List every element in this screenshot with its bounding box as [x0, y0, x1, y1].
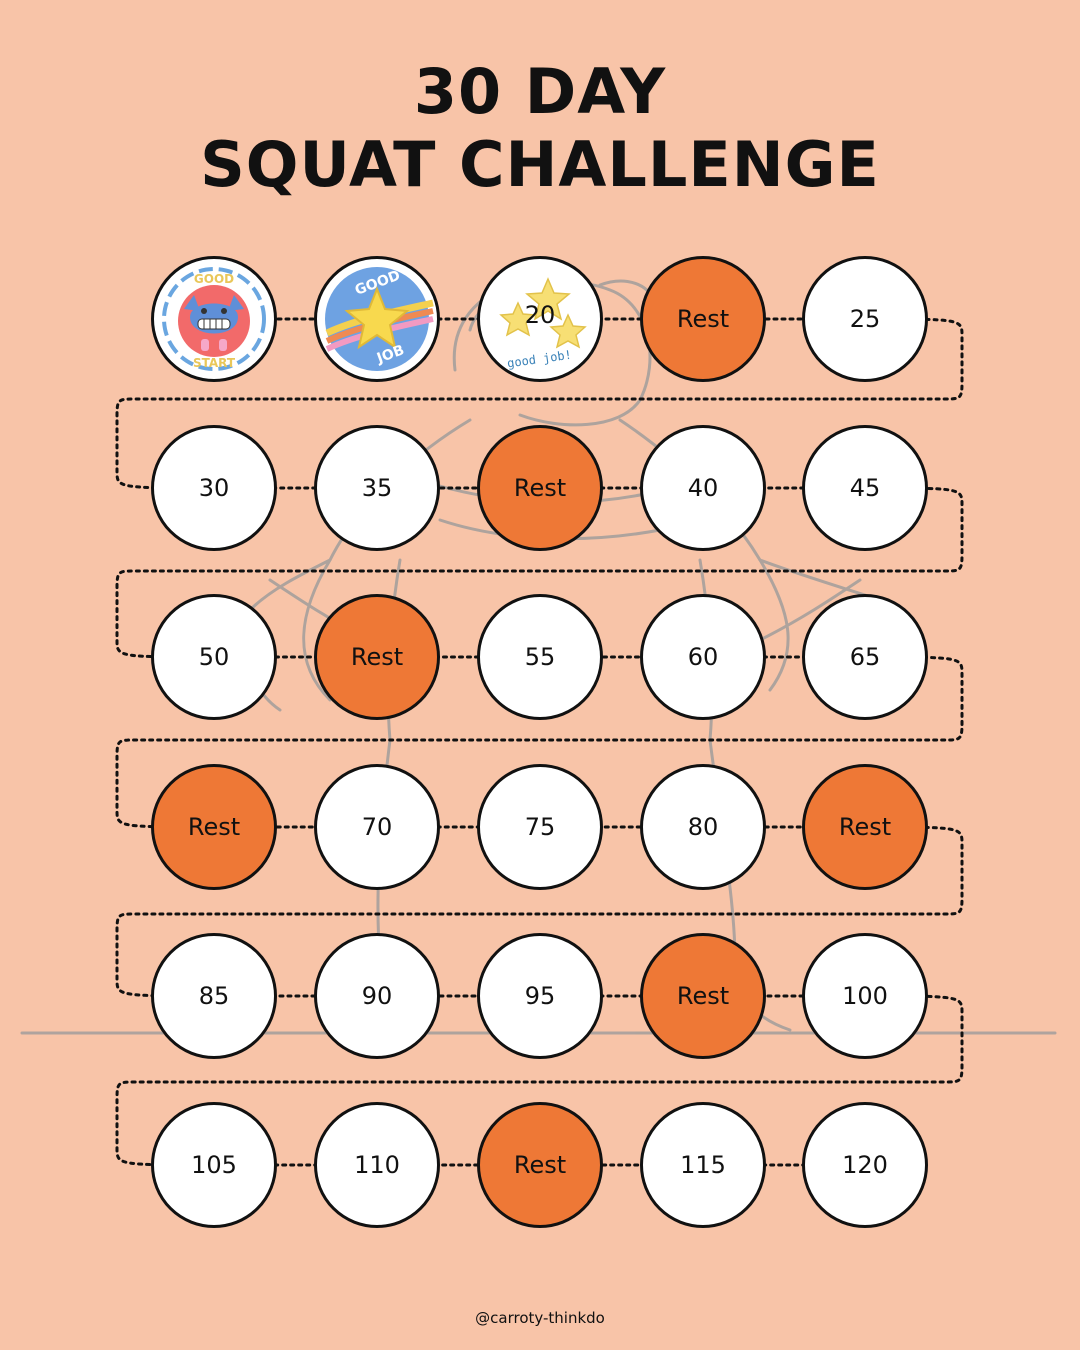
- rest-label: Rest: [187, 813, 241, 841]
- day-circle: 65: [802, 594, 928, 720]
- rest-label: Rest: [838, 813, 892, 841]
- day-circle: 25: [802, 256, 928, 382]
- squat-count-label: 95: [524, 982, 556, 1010]
- squat-count-label: 80: [687, 813, 719, 841]
- squat-count-label: 70: [361, 813, 393, 841]
- squat-count-label: 85: [198, 982, 230, 1010]
- squat-count-label: 20: [524, 301, 556, 329]
- day-circle: 45: [802, 425, 928, 551]
- day-circle: 50: [151, 594, 277, 720]
- day-circle: 40: [640, 425, 766, 551]
- day-circle: 95: [477, 933, 603, 1059]
- stars-good-job-text: good job!: [506, 348, 572, 371]
- day-circle: 115: [640, 1102, 766, 1228]
- rest-label: Rest: [676, 982, 730, 1010]
- rest-day-circle: Rest: [477, 1102, 603, 1228]
- day-circle: 110: [314, 1102, 440, 1228]
- day-circle: 105: [151, 1102, 277, 1228]
- good-start-sticker: GOOD START: [151, 256, 277, 382]
- day-circle: 35: [314, 425, 440, 551]
- title-line-2: SQUAT CHALLENGE: [200, 128, 880, 201]
- squat-count-label: 35: [361, 474, 393, 502]
- rest-label: Rest: [676, 305, 730, 333]
- squat-count-label: 65: [849, 643, 881, 671]
- rest-label: Rest: [350, 643, 404, 671]
- rest-day-circle: Rest: [477, 425, 603, 551]
- day-circle: 85: [151, 933, 277, 1059]
- rest-day-circle: Rest: [640, 256, 766, 382]
- squat-count-label: 45: [849, 474, 881, 502]
- day-circle: 30: [151, 425, 277, 551]
- squat-count-label: 60: [687, 643, 719, 671]
- rest-day-circle: Rest: [151, 764, 277, 890]
- day-circle: 80: [640, 764, 766, 890]
- stars-good-job-sticker-art: good job!: [499, 277, 587, 371]
- squat-count-label: 105: [191, 1151, 237, 1179]
- rest-day-circle: Rest: [314, 594, 440, 720]
- stars-good-job-sticker: good job! 20: [477, 256, 603, 382]
- day-circle: 75: [477, 764, 603, 890]
- squat-count-label: 40: [687, 474, 719, 502]
- title-line-1: 30 DAY: [413, 55, 667, 128]
- squat-count-label: 100: [842, 982, 888, 1010]
- good-job-star-sticker-art: GOOD JOB: [319, 261, 435, 377]
- squat-count-label: 110: [354, 1151, 400, 1179]
- day-circle: 55: [477, 594, 603, 720]
- day-circle: 90: [314, 933, 440, 1059]
- rest-label: Rest: [513, 474, 567, 502]
- squat-count-label: 90: [361, 982, 393, 1010]
- squat-count-label: 50: [198, 643, 230, 671]
- footer-handle: @carroty-thinkdo: [475, 1309, 605, 1327]
- rest-day-circle: Rest: [802, 764, 928, 890]
- good-start-bottom-text: START: [193, 356, 236, 370]
- squat-count-label: 25: [849, 305, 881, 333]
- rest-day-circle: Rest: [640, 933, 766, 1059]
- good-job-star-sticker: GOOD JOB: [314, 256, 440, 382]
- good-start-sticker-art: GOOD START: [156, 261, 272, 377]
- squat-count-label: 75: [524, 813, 556, 841]
- squat-count-label: 115: [680, 1151, 726, 1179]
- good-start-top-text: GOOD: [194, 272, 234, 286]
- day-circle: 70: [314, 764, 440, 890]
- rest-label: Rest: [513, 1151, 567, 1179]
- squat-count-label: 120: [842, 1151, 888, 1179]
- day-circle: 120: [802, 1102, 928, 1228]
- squat-count-label: 30: [198, 474, 230, 502]
- day-circle: 100: [802, 933, 928, 1059]
- squat-count-label: 55: [524, 643, 556, 671]
- day-circle: 60: [640, 594, 766, 720]
